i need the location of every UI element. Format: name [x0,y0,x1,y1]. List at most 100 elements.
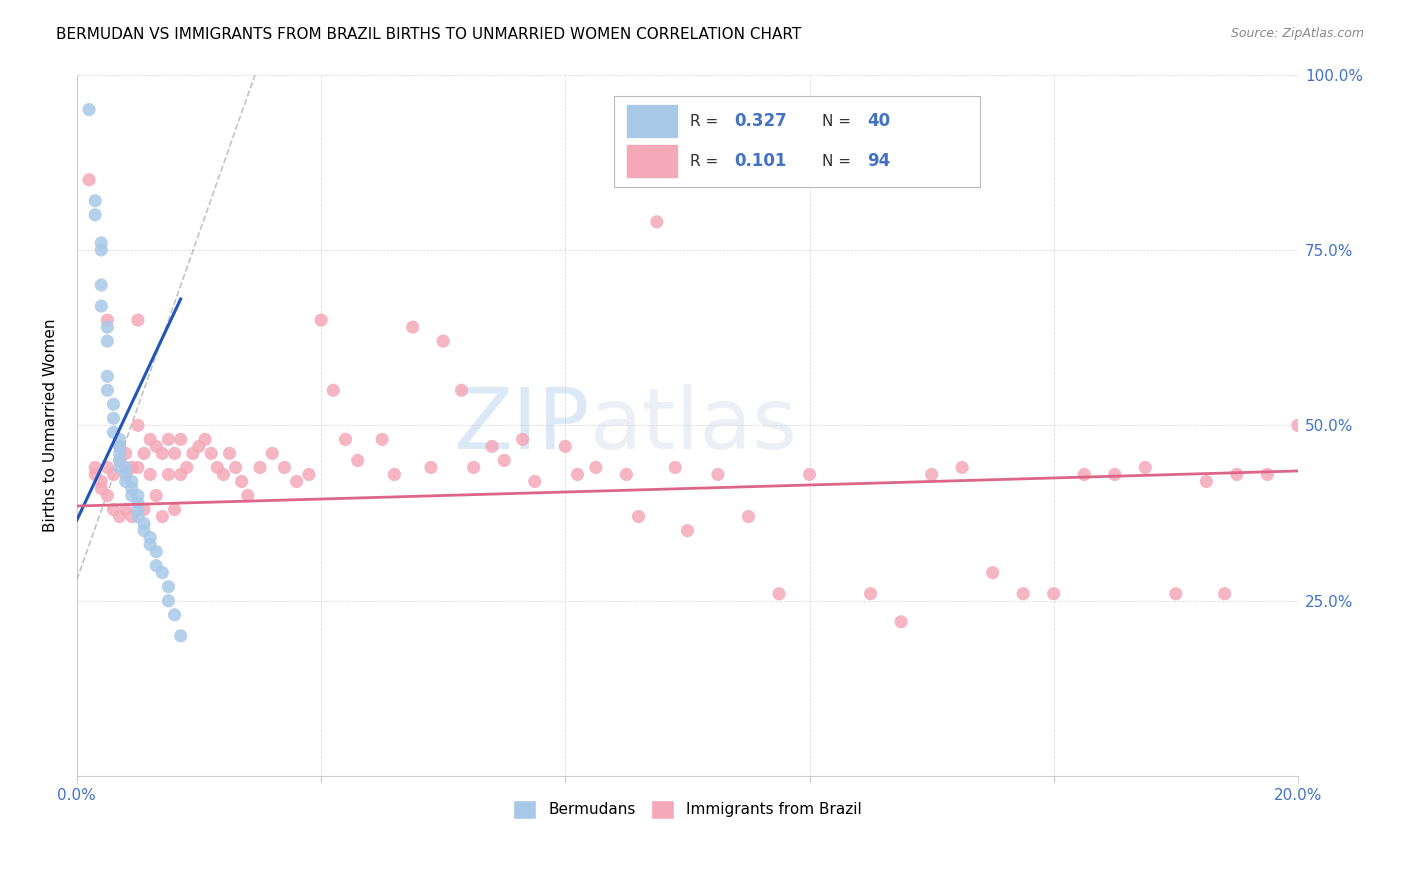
Point [676,524,699,538]
Point [322,384,344,398]
Point [108,433,131,447]
Point [950,460,973,475]
Point [132,502,155,516]
Point [108,453,131,467]
Point [450,384,472,398]
Point [90,278,112,293]
Point [420,460,443,475]
Point [150,509,173,524]
Point [382,467,405,482]
Point [121,460,143,475]
Point [737,509,759,524]
Point [249,460,271,475]
Point [163,446,186,460]
Point [132,516,155,531]
Point [567,467,589,482]
Point [1213,587,1236,601]
Point [77,173,100,187]
Point [494,453,516,467]
Point [512,433,534,447]
Point [108,439,131,453]
Point [157,433,180,447]
Point [1286,418,1309,433]
Text: R =: R = [690,153,723,169]
Point [114,446,136,460]
Point [96,460,118,475]
Point [145,439,167,453]
Point [169,467,191,482]
Point [127,313,149,327]
Point [145,489,167,503]
Point [218,446,240,460]
Point [108,509,131,524]
Point [432,334,454,348]
Point [139,538,162,552]
Point [96,369,118,384]
Point [298,467,321,482]
Text: R =: R = [690,113,723,128]
Point [1226,467,1249,482]
Point [103,425,125,440]
Point [207,460,229,475]
Point [84,467,107,482]
Point [90,475,112,489]
Text: N =: N = [821,153,856,169]
Point [103,467,125,482]
Point [145,558,167,573]
Point [150,566,173,580]
Point [371,433,394,447]
Point [145,544,167,558]
FancyBboxPatch shape [626,104,678,138]
Point [627,509,650,524]
Point [96,489,118,503]
Point [463,460,485,475]
Point [1012,587,1035,601]
Point [114,475,136,489]
Point [127,460,149,475]
Point [90,299,112,313]
Point [132,446,155,460]
Point [1164,587,1187,601]
Point [614,467,637,482]
Point [481,439,503,453]
Point [225,460,247,475]
Point [1135,460,1157,475]
Point [176,460,198,475]
Point [90,482,112,496]
Point [96,320,118,334]
Point [309,313,332,327]
Point [921,467,943,482]
Point [1042,587,1064,601]
Point [127,489,149,503]
Point [121,489,143,503]
Point [96,334,118,348]
Point [84,194,107,208]
Point [139,531,162,545]
Point [200,446,222,460]
Text: ZIP: ZIP [453,384,589,467]
Point [169,433,191,447]
Point [139,467,162,482]
Point [859,587,882,601]
Point [523,475,546,489]
Point [127,418,149,433]
Point [163,607,186,622]
Point [108,439,131,453]
Point [890,615,912,629]
Point [114,502,136,516]
Point [163,502,186,516]
Point [768,587,790,601]
Point [84,460,107,475]
Point [335,433,357,447]
Point [103,411,125,425]
Text: 94: 94 [868,153,890,170]
Text: 0.101: 0.101 [734,153,786,170]
Point [194,433,217,447]
Point [127,495,149,509]
Point [799,467,821,482]
Point [157,580,180,594]
Point [114,467,136,482]
FancyBboxPatch shape [626,145,678,178]
Legend: Bermudans, Immigrants from Brazil: Bermudans, Immigrants from Brazil [508,794,868,825]
Point [150,446,173,460]
